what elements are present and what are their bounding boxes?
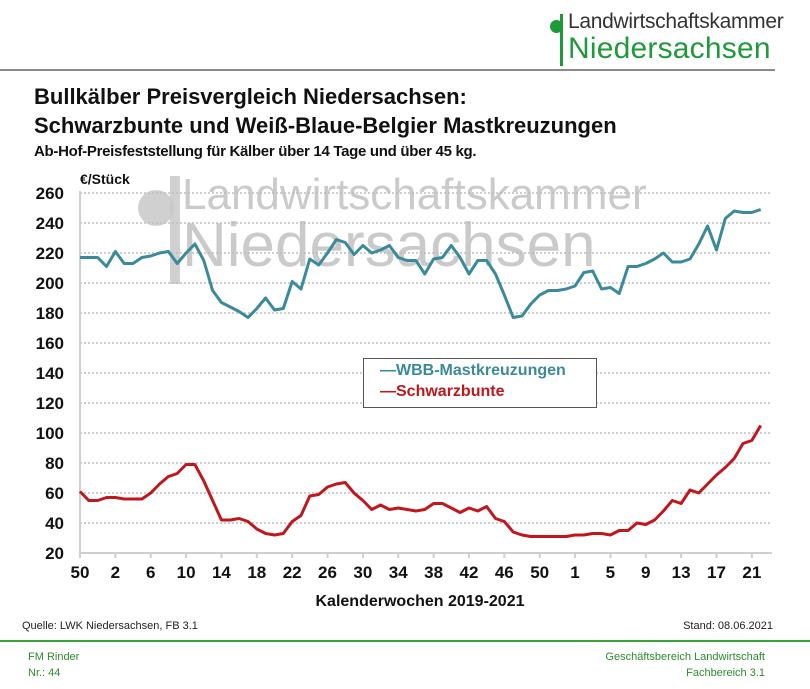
y-tick-label: 200 [36,274,64,293]
x-tick-label: 6 [146,563,155,582]
footer-left-line2: Nr.: 44 [28,667,61,679]
x-tick-label: 34 [389,563,408,582]
x-tick-label: 26 [318,563,337,582]
footer-right-line1: Geschäftsbereich Landwirtschaft [605,651,765,663]
chart-title-line1: Bullkälber Preisvergleich Niedersachsen: [34,84,467,109]
series-line-wbb [80,208,762,319]
x-tick-label: 17 [707,563,726,582]
x-tick-label: 1 [570,563,579,582]
gridlines [80,192,772,524]
x-tick-label: 50 [71,563,90,582]
y-tick-label: 240 [36,214,64,233]
x-tick-label: 10 [177,563,196,582]
footer-divider [0,640,810,642]
x-tick-labels: 50 2 6 10 14 18 22 26 30 34 38 42 46 50 1 5 9 13 17 21 [71,563,762,582]
date-note: Stand: 08.06.2021 [683,620,773,632]
y-tick-label: 140 [36,364,64,383]
watermark-line1: Landwirtschaftskammer [182,170,647,219]
logo-dot-icon [550,20,563,33]
y-tick-label: 40 [45,514,64,533]
chart-legend: —WBB-Mastkreuzungen —Schwarzbunte [363,358,597,408]
x-tick-label: 22 [283,563,302,582]
logo-line1: Landwirtschaftskammer [568,10,784,33]
y-tick-label: 120 [36,394,64,413]
legend-label-wbb: WBB-Mastkreuzungen [396,362,566,379]
y-tick-label: 60 [45,484,64,503]
x-tick-label: 9 [641,563,650,582]
x-axis-title: Kalenderwochen 2019-2021 [315,593,525,610]
legend-label-schwarzbunte: Schwarzbunte [396,383,505,400]
x-tick-label: 14 [212,563,231,582]
legend-item-schwarzbunte: —Schwarzbunte [380,383,505,400]
x-tick-label: 21 [742,563,761,582]
chart-title-line2: Schwarzbunte und Weiß-Blaue-Belgier Mast… [34,113,617,138]
y-axis-unit: €/Stück [80,171,130,187]
series-line-schwarzbunte [78,424,762,538]
watermark-bar-icon [170,176,180,284]
x-tick-label: 18 [247,563,266,582]
x-tick-label: 50 [530,563,549,582]
logo-line2: Niedersachsen [568,32,771,65]
x-tick-label: 42 [459,563,478,582]
y-tick-label: 20 [45,544,64,563]
footer-left-line1: FM Rinder [28,651,80,663]
chart-subtitle: Ab-Hof-Preisfeststellung für Kälber über… [34,143,477,160]
y-tick-label: 260 [36,184,64,203]
y-tick-label: 80 [45,454,64,473]
x-tick-label: 38 [424,563,443,582]
y-tick-label: 100 [36,424,64,443]
y-tick-labels: 20 40 60 80 100 120 140 160 180 200 220 240 260 [36,184,64,563]
legend-item-wbb: —WBB-Mastkreuzungen [380,362,566,379]
logo-bar-icon [560,14,563,66]
watermark-dot-icon [138,190,174,226]
x-tick-label: 5 [606,563,615,582]
source-note: Quelle: LWK Niedersachsen, FB 3.1 [22,620,198,632]
y-tick-label: 220 [36,244,64,263]
footer-right-line2: Fachbereich 3.1 [686,667,765,679]
header-divider [0,69,775,71]
x-tick-label: 30 [353,563,372,582]
x-tick-label: 13 [672,563,691,582]
series-lines [78,208,762,538]
x-tick-label: 2 [111,563,120,582]
y-tick-label: 180 [36,304,64,323]
y-tick-label: 160 [36,334,64,353]
x-tick-label: 46 [495,563,514,582]
